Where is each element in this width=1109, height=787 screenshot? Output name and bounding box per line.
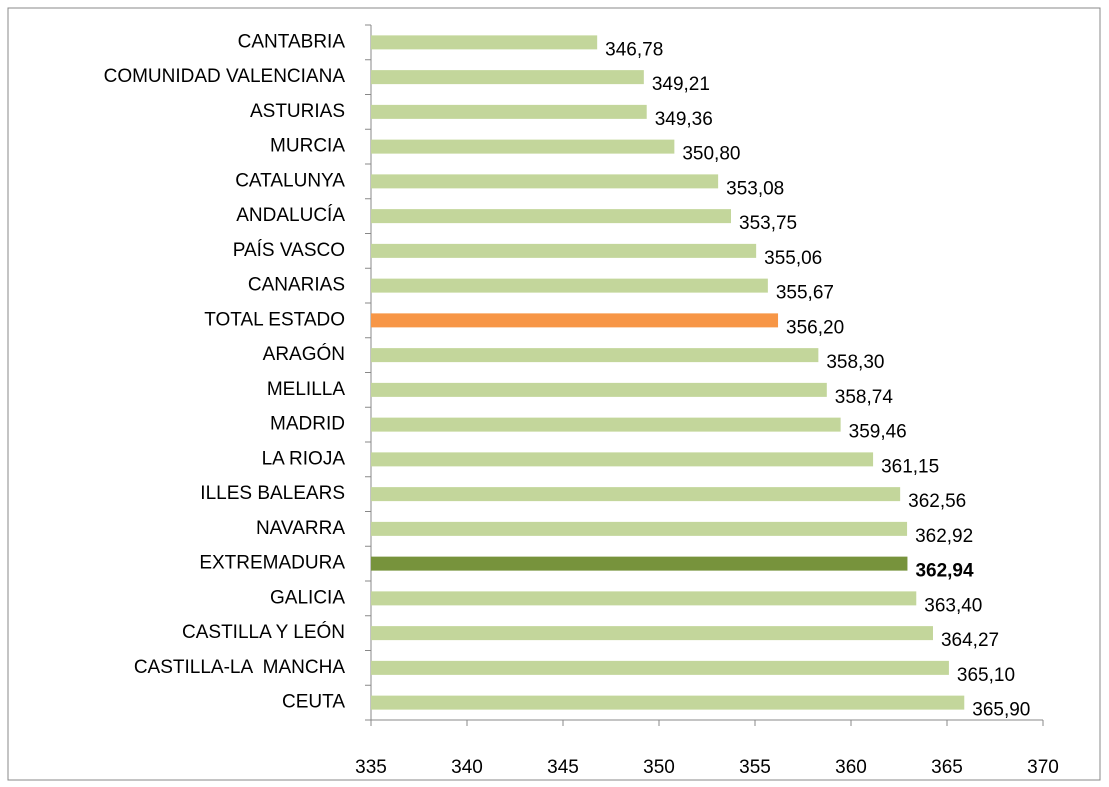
y-tick-label: ARAGÓN: [263, 343, 345, 365]
value-label: 364,27: [941, 630, 999, 651]
value-label: 356,20: [786, 317, 844, 338]
value-label: 350,80: [682, 144, 740, 165]
value-label: 349,36: [655, 109, 713, 130]
x-tick-label: 340: [451, 757, 483, 778]
bar: [371, 660, 949, 675]
y-tick-label: ASTURIAS: [250, 101, 345, 122]
value-label: 346,78: [605, 39, 663, 60]
bar: [371, 626, 933, 641]
bar: [371, 417, 841, 432]
value-label: 365,10: [957, 665, 1015, 686]
bar: [371, 521, 908, 536]
y-tick-label: EXTREMADURA: [199, 553, 345, 574]
y-tick-label: ANDALUCÍA: [236, 205, 345, 226]
bar: [371, 209, 731, 224]
y-tick-label: MURCIA: [270, 136, 345, 157]
y-tick-label: NAVARRA: [256, 518, 345, 539]
x-tick-label: 365: [931, 757, 963, 778]
y-tick-label: CANTABRIA: [238, 31, 346, 52]
bar: [371, 278, 768, 293]
value-label: 353,75: [739, 213, 797, 234]
x-tick-label: 355: [739, 757, 771, 778]
x-tick-label: 335: [355, 757, 387, 778]
y-tick-label: MELILLA: [267, 379, 345, 400]
x-tick-label: 345: [547, 757, 579, 778]
y-tick-label: CANARIAS: [248, 275, 345, 296]
y-tick-label: CATALUNYA: [235, 170, 345, 191]
bar: [371, 695, 965, 710]
bar: [371, 243, 757, 258]
x-tick-label: 350: [643, 757, 675, 778]
y-tick-label: LA RIOJA: [262, 448, 346, 469]
bar: [371, 556, 908, 571]
x-tick-label: 360: [835, 757, 867, 778]
bar: [371, 313, 779, 328]
value-label: 359,46: [849, 422, 907, 443]
bar: [371, 591, 917, 606]
value-label: 358,74: [835, 387, 894, 408]
y-tick-label: PAÍS VASCO: [233, 240, 345, 261]
x-tick-label: 370: [1027, 757, 1059, 778]
y-tick-label: GALICIA: [270, 587, 345, 608]
value-label: 362,56: [908, 491, 966, 512]
bar: [371, 452, 874, 467]
value-label: 353,08: [726, 178, 784, 199]
value-label: 365,90: [972, 700, 1030, 721]
value-label: 358,30: [826, 352, 884, 373]
value-label: 362,92: [915, 526, 973, 547]
bar: [371, 104, 647, 119]
bar: [371, 382, 827, 397]
bar: [371, 139, 675, 154]
bar: [371, 35, 598, 50]
y-tick-label: CEUTA: [282, 692, 345, 713]
bar: [371, 348, 819, 363]
y-tick-label: CASTILLA Y LEÓN: [182, 621, 345, 643]
value-label: 349,21: [652, 74, 710, 95]
bar: [371, 70, 644, 85]
y-tick-label: CASTILLA-LA MANCHA: [134, 657, 345, 678]
bar: [371, 487, 901, 502]
bar: [371, 174, 719, 189]
y-tick-label: TOTAL ESTADO: [204, 309, 345, 330]
value-label: 363,40: [924, 595, 982, 616]
y-tick-label: ILLES BALEARS: [200, 483, 345, 504]
y-tick-label: MADRID: [270, 414, 345, 435]
value-label: 355,67: [776, 283, 834, 304]
value-label: 355,06: [764, 248, 822, 269]
y-tick-label: COMUNIDAD VALENCIANA: [104, 66, 346, 87]
value-label: 361,15: [881, 456, 939, 477]
value-label: 362,94: [915, 561, 974, 582]
